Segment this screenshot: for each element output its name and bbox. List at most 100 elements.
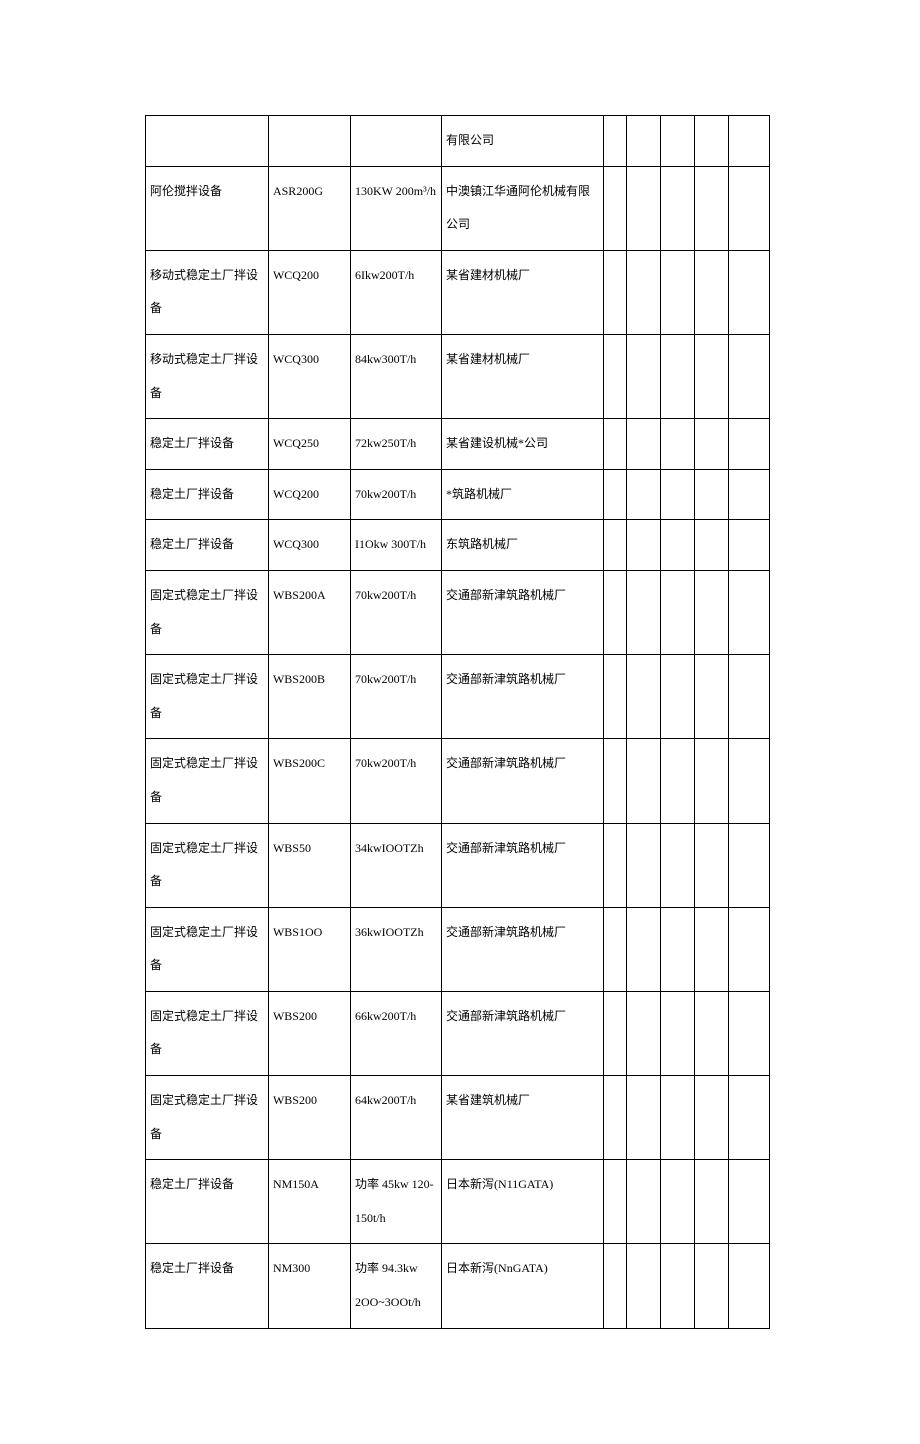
empty-cell: [626, 116, 660, 167]
empty-cell: [728, 655, 769, 739]
equipment-spec: I1Okw 300T/h: [350, 520, 441, 571]
table-row: 稳定土厂拌设备WCQ20070kw200T/h*筑路机械厂: [146, 469, 770, 520]
equipment-manufacturer: 交通部新津筑路机械厂: [442, 907, 604, 991]
empty-cell: [728, 469, 769, 520]
table-row: 固定式稳定土厂拌设备WBS5034kwIOOTZh交通部新津筑路机械厂: [146, 823, 770, 907]
empty-cell: [728, 166, 769, 250]
equipment-model: WCQ300: [268, 334, 350, 418]
equipment-model: WCQ250: [268, 419, 350, 470]
equipment-model: WBS50: [268, 823, 350, 907]
empty-cell: [694, 655, 728, 739]
empty-cell: [603, 823, 626, 907]
equipment-spec: 130KW 200m³/h: [350, 166, 441, 250]
equipment-manufacturer: 交通部新津筑路机械厂: [442, 991, 604, 1075]
empty-cell: [626, 739, 660, 823]
empty-cell: [694, 1244, 728, 1328]
empty-cell: [603, 116, 626, 167]
empty-cell: [603, 1160, 626, 1244]
empty-cell: [660, 250, 694, 334]
empty-cell: [694, 907, 728, 991]
equipment-spec: 70kw200T/h: [350, 655, 441, 739]
equipment-manufacturer: 有限公司: [442, 116, 604, 167]
table-row: 固定式稳定土厂拌设备WBS200C70kw200T/h交通部新津筑路机械厂: [146, 739, 770, 823]
equipment-model: WBS200B: [268, 655, 350, 739]
equipment-manufacturer: *筑路机械厂: [442, 469, 604, 520]
equipment-model: WCQ300: [268, 520, 350, 571]
empty-cell: [626, 823, 660, 907]
equipment-spec: 36kwIOOTZh: [350, 907, 441, 991]
empty-cell: [660, 1076, 694, 1160]
empty-cell: [660, 907, 694, 991]
empty-cell: [626, 991, 660, 1075]
equipment-name: 稳定土厂拌设备: [146, 419, 269, 470]
empty-cell: [626, 419, 660, 470]
table-row: 固定式稳定土厂拌设备WBS20066kw200T/h交通部新津筑路机械厂: [146, 991, 770, 1075]
empty-cell: [660, 469, 694, 520]
empty-cell: [603, 570, 626, 654]
equipment-name: 移动式稳定土厂拌设备: [146, 250, 269, 334]
empty-cell: [626, 570, 660, 654]
equipment-manufacturer: 某省建材机械厂: [442, 334, 604, 418]
empty-cell: [626, 1076, 660, 1160]
table-row: 稳定土厂拌设备NM150A功率 45kw 120-150t/h日本新泻(N11G…: [146, 1160, 770, 1244]
empty-cell: [694, 419, 728, 470]
empty-cell: [626, 907, 660, 991]
equipment-model: NM300: [268, 1244, 350, 1328]
table-row: 有限公司: [146, 116, 770, 167]
equipment-model: WCQ200: [268, 469, 350, 520]
equipment-name: 稳定土厂拌设备: [146, 469, 269, 520]
equipment-manufacturer: 某省建设机械*公司: [442, 419, 604, 470]
empty-cell: [603, 907, 626, 991]
empty-cell: [603, 334, 626, 418]
empty-cell: [603, 1244, 626, 1328]
empty-cell: [603, 469, 626, 520]
equipment-spec: 6Ikw200T/h: [350, 250, 441, 334]
empty-cell: [626, 469, 660, 520]
empty-cell: [660, 166, 694, 250]
empty-cell: [694, 469, 728, 520]
equipment-manufacturer: 日本新泻(NnGATA): [442, 1244, 604, 1328]
equipment-model: WBS200C: [268, 739, 350, 823]
equipment-manufacturer: 某省建筑机械厂: [442, 1076, 604, 1160]
table-row: 稳定土厂拌设备NM300功率 94.3kw 2OO~3OOt/h日本新泻(NnG…: [146, 1244, 770, 1328]
table-row: 移动式稳定土厂拌设备WCQ2006Ikw200T/h某省建材机械厂: [146, 250, 770, 334]
empty-cell: [694, 116, 728, 167]
empty-cell: [660, 655, 694, 739]
equipment-spec: 64kw200T/h: [350, 1076, 441, 1160]
empty-cell: [603, 1076, 626, 1160]
table-row: 阿伦搅拌设备ASR200G130KW 200m³/h中澳镇江华通阿伦机械有限公司: [146, 166, 770, 250]
empty-cell: [694, 520, 728, 571]
empty-cell: [660, 419, 694, 470]
empty-cell: [694, 823, 728, 907]
empty-cell: [728, 520, 769, 571]
empty-cell: [626, 655, 660, 739]
empty-cell: [660, 823, 694, 907]
empty-cell: [728, 1244, 769, 1328]
empty-cell: [660, 1160, 694, 1244]
table-row: 稳定土厂拌设备WCQ300I1Okw 300T/h东筑路机械厂: [146, 520, 770, 571]
equipment-manufacturer: 交通部新津筑路机械厂: [442, 823, 604, 907]
table-body: 有限公司阿伦搅拌设备ASR200G130KW 200m³/h中澳镇江华通阿伦机械…: [146, 116, 770, 1329]
empty-cell: [728, 823, 769, 907]
equipment-model: NM150A: [268, 1160, 350, 1244]
empty-cell: [728, 1160, 769, 1244]
empty-cell: [626, 250, 660, 334]
equipment-name: 稳定土厂拌设备: [146, 520, 269, 571]
empty-cell: [728, 250, 769, 334]
empty-cell: [603, 739, 626, 823]
empty-cell: [728, 1076, 769, 1160]
equipment-name: 移动式稳定土厂拌设备: [146, 334, 269, 418]
equipment-table: 有限公司阿伦搅拌设备ASR200G130KW 200m³/h中澳镇江华通阿伦机械…: [145, 115, 770, 1329]
equipment-name: 稳定土厂拌设备: [146, 1244, 269, 1328]
equipment-name: 固定式稳定土厂拌设备: [146, 991, 269, 1075]
equipment-model: WBS1OO: [268, 907, 350, 991]
equipment-manufacturer: 交通部新津筑路机械厂: [442, 739, 604, 823]
empty-cell: [660, 1244, 694, 1328]
equipment-spec: 70kw200T/h: [350, 739, 441, 823]
equipment-name: 固定式稳定土厂拌设备: [146, 823, 269, 907]
equipment-spec: 70kw200T/h: [350, 469, 441, 520]
equipment-model: WBS200: [268, 991, 350, 1075]
empty-cell: [694, 334, 728, 418]
empty-cell: [728, 739, 769, 823]
empty-cell: [728, 907, 769, 991]
